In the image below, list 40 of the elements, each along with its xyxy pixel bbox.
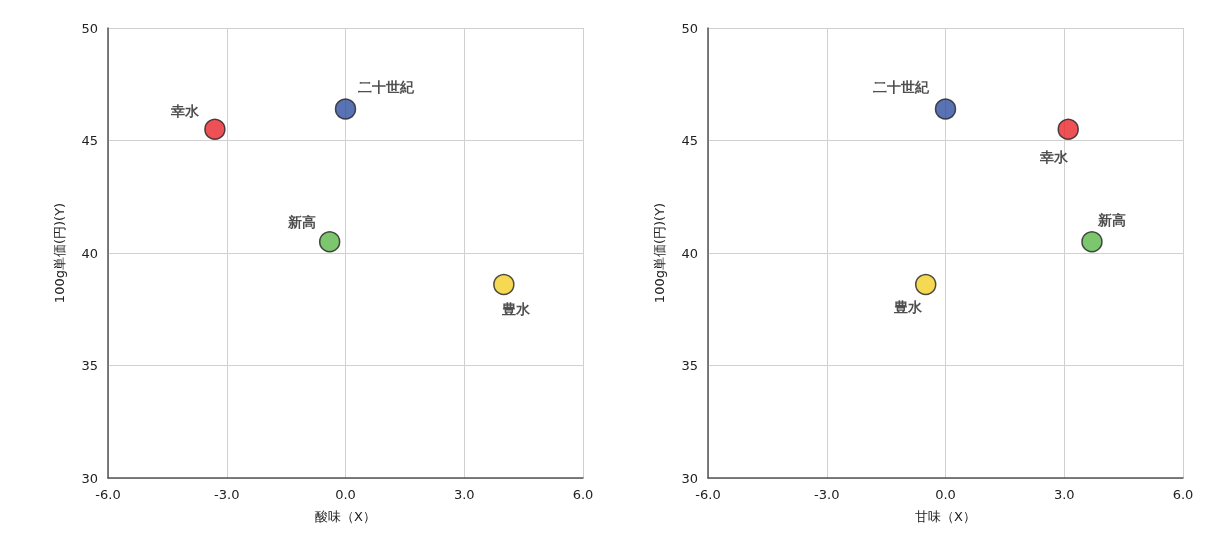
point (204, 118, 226, 140)
y-tick-label: 40 (681, 245, 698, 261)
point (1057, 118, 1079, 140)
annotation: 新高 (286, 213, 316, 230)
annotation: 豊水 (892, 298, 923, 315)
annotation: 新高 (1096, 211, 1126, 228)
y-tick-label: 50 (681, 20, 698, 36)
y-tick-label: 40 (81, 245, 98, 261)
x-axis-title: 甘味（X） (915, 509, 976, 524)
annotation: 幸水 (169, 103, 200, 120)
point (914, 273, 937, 296)
point (334, 98, 357, 120)
x-tick-label: -3.0 (214, 487, 240, 502)
annotation: 豊水 (500, 300, 531, 317)
y-tick-label: 45 (81, 133, 98, 148)
x-tick-label: -3.0 (814, 487, 840, 502)
x-tick-label: 3.0 (1053, 487, 1075, 502)
x-tick-label: 6.0 (572, 487, 594, 502)
y-tick-label: 35 (81, 358, 98, 373)
y-tick-label: 30 (81, 470, 98, 486)
point (318, 231, 341, 253)
point (934, 98, 957, 120)
point (1081, 231, 1103, 253)
x-tick-label: -6.0 (695, 487, 721, 502)
y-axis-title: 100g単価(円)(Y) (52, 202, 67, 304)
annotation: 二十世紀 (872, 79, 930, 95)
x-tick-label: 0.0 (335, 487, 356, 502)
y-axis-title: 100g単価(円)(Y) (652, 202, 667, 304)
x-tick-label: 0.0 (935, 487, 956, 502)
y-tick-label: 35 (681, 358, 698, 373)
x-tick-label: 3.0 (453, 487, 475, 502)
x-tick-label: 6.0 (1172, 487, 1194, 502)
y-tick-label: 30 (681, 470, 698, 486)
x-tick-label: -6.0 (95, 487, 121, 502)
x-axis-title: 酸味（X） (315, 509, 376, 524)
annotation: 二十世紀 (357, 79, 415, 95)
annotation: 幸水 (1039, 149, 1070, 166)
y-tick-label: 50 (81, 20, 98, 36)
y-tick-label: 45 (681, 133, 698, 148)
point (493, 273, 515, 296)
